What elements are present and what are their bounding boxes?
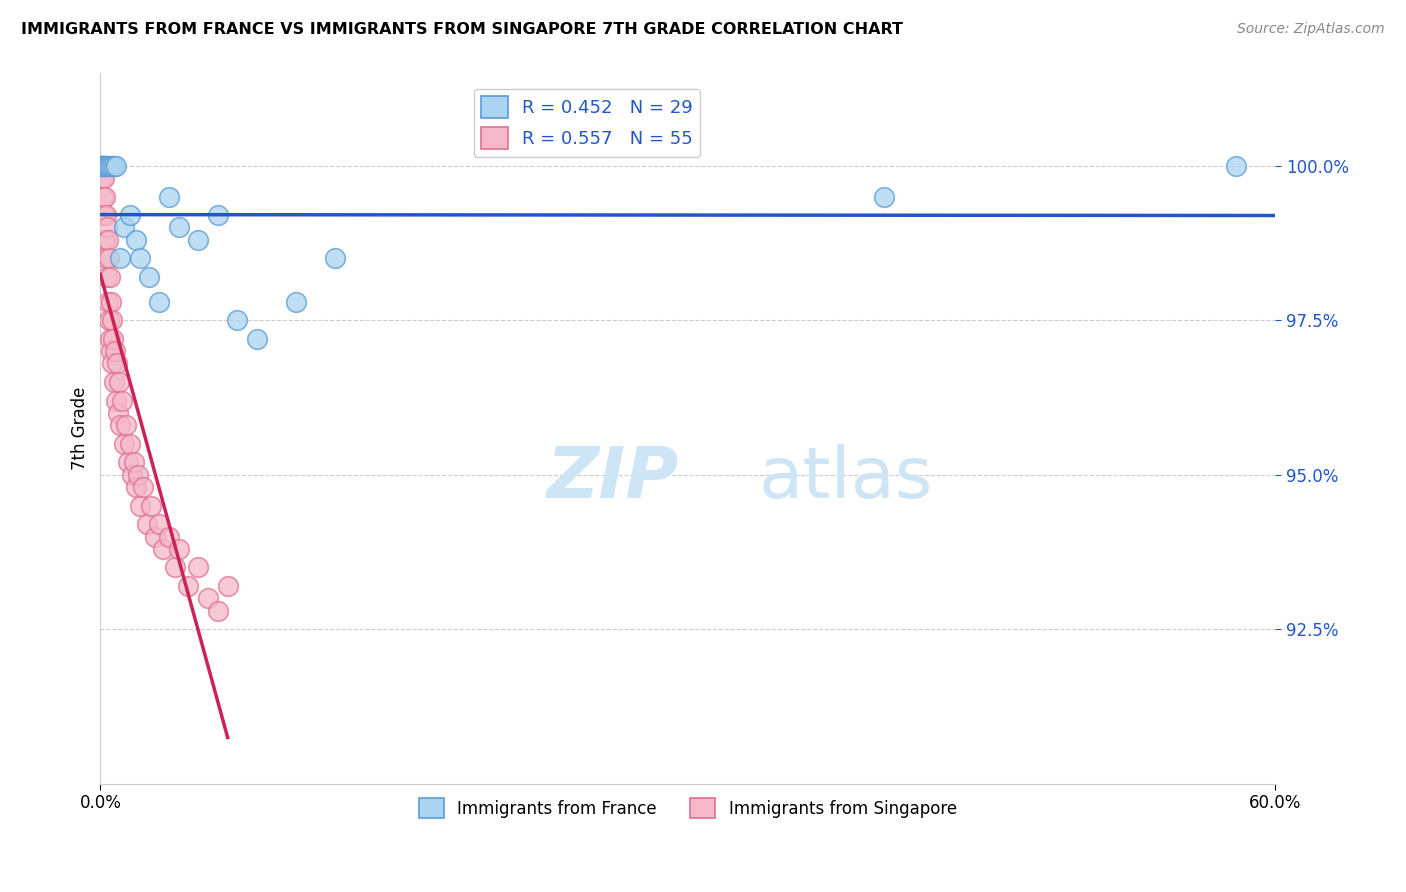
Point bbox=[91, 159, 114, 173]
Point bbox=[132, 480, 155, 494]
Point bbox=[118, 208, 141, 222]
Point bbox=[97, 159, 120, 173]
Point bbox=[93, 208, 115, 222]
Point bbox=[197, 591, 219, 606]
Y-axis label: 7th Grade: 7th Grade bbox=[72, 386, 89, 470]
Point bbox=[246, 332, 269, 346]
Point bbox=[101, 159, 124, 173]
Point bbox=[127, 467, 149, 482]
Point bbox=[136, 517, 159, 532]
Point bbox=[226, 313, 249, 327]
Point bbox=[117, 455, 139, 469]
Point bbox=[93, 171, 115, 186]
Point bbox=[108, 252, 131, 266]
Point bbox=[98, 332, 121, 346]
Point bbox=[124, 480, 146, 494]
Point bbox=[121, 467, 143, 482]
Text: Source: ZipAtlas.com: Source: ZipAtlas.com bbox=[1237, 22, 1385, 37]
Point bbox=[187, 560, 209, 574]
Point bbox=[167, 220, 190, 235]
Point bbox=[93, 159, 115, 173]
Point bbox=[96, 252, 118, 266]
Point bbox=[111, 393, 134, 408]
Point bbox=[163, 560, 186, 574]
Point bbox=[285, 294, 308, 309]
Point bbox=[97, 233, 120, 247]
Point bbox=[103, 159, 125, 173]
Point bbox=[97, 252, 120, 266]
Point bbox=[91, 171, 114, 186]
Point bbox=[105, 159, 128, 173]
Point bbox=[114, 418, 136, 433]
Point bbox=[152, 541, 174, 556]
Point bbox=[138, 269, 160, 284]
Legend: Immigrants from France, Immigrants from Singapore: Immigrants from France, Immigrants from … bbox=[412, 791, 963, 825]
Point bbox=[148, 517, 170, 532]
Point bbox=[177, 579, 200, 593]
Point bbox=[187, 233, 209, 247]
Point bbox=[112, 437, 135, 451]
Point bbox=[101, 332, 124, 346]
Point bbox=[96, 159, 118, 173]
Point bbox=[98, 269, 121, 284]
Point bbox=[157, 529, 180, 543]
Point bbox=[128, 252, 150, 266]
Point bbox=[103, 375, 125, 389]
Point bbox=[97, 294, 120, 309]
Text: IMMIGRANTS FROM FRANCE VS IMMIGRANTS FROM SINGAPORE 7TH GRADE CORRELATION CHART: IMMIGRANTS FROM FRANCE VS IMMIGRANTS FRO… bbox=[21, 22, 903, 37]
Point bbox=[148, 294, 170, 309]
Point bbox=[90, 159, 112, 173]
Point bbox=[207, 208, 229, 222]
Point bbox=[207, 604, 229, 618]
Point bbox=[90, 159, 112, 173]
Point bbox=[100, 344, 122, 359]
Point bbox=[105, 393, 128, 408]
Point bbox=[122, 455, 145, 469]
Point bbox=[325, 252, 347, 266]
Point bbox=[96, 269, 118, 284]
Point bbox=[105, 356, 128, 370]
Point bbox=[104, 344, 127, 359]
Point bbox=[100, 294, 122, 309]
Point bbox=[93, 189, 115, 203]
Point bbox=[143, 529, 166, 543]
Point bbox=[94, 233, 117, 247]
Point bbox=[101, 356, 124, 370]
Point bbox=[94, 208, 117, 222]
Point bbox=[96, 220, 118, 235]
Point bbox=[108, 418, 131, 433]
Point bbox=[100, 313, 122, 327]
Point bbox=[141, 499, 163, 513]
Point bbox=[157, 189, 180, 203]
Point bbox=[91, 189, 114, 203]
Point bbox=[217, 579, 239, 593]
Point bbox=[108, 375, 131, 389]
Point bbox=[94, 159, 117, 173]
Point bbox=[1225, 159, 1247, 173]
Point bbox=[96, 159, 118, 173]
Text: atlas: atlas bbox=[758, 443, 932, 513]
Point bbox=[90, 159, 112, 173]
Point bbox=[112, 220, 135, 235]
Point bbox=[98, 159, 121, 173]
Point bbox=[91, 159, 114, 173]
Point bbox=[167, 541, 190, 556]
Point bbox=[98, 313, 121, 327]
Point bbox=[118, 437, 141, 451]
Point bbox=[124, 233, 146, 247]
Point bbox=[91, 159, 114, 173]
Text: ZIP: ZIP bbox=[547, 443, 679, 513]
Point bbox=[128, 499, 150, 513]
Point bbox=[107, 406, 129, 420]
Point bbox=[873, 189, 896, 203]
